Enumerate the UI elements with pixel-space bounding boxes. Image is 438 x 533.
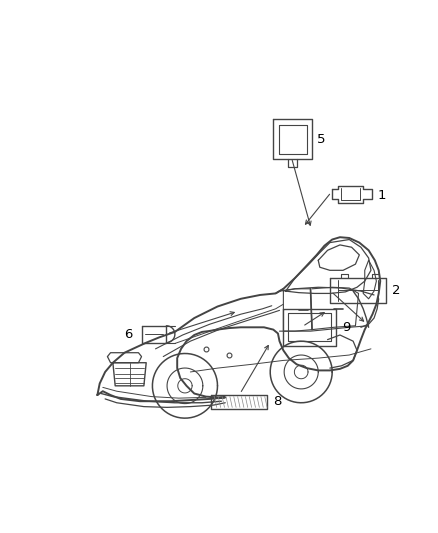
Text: 5: 5	[317, 133, 325, 146]
Text: 8: 8	[273, 395, 282, 408]
Text: 6: 6	[124, 328, 133, 341]
Text: 2: 2	[392, 284, 400, 297]
Text: 9: 9	[342, 321, 351, 334]
Text: 1: 1	[377, 189, 385, 202]
